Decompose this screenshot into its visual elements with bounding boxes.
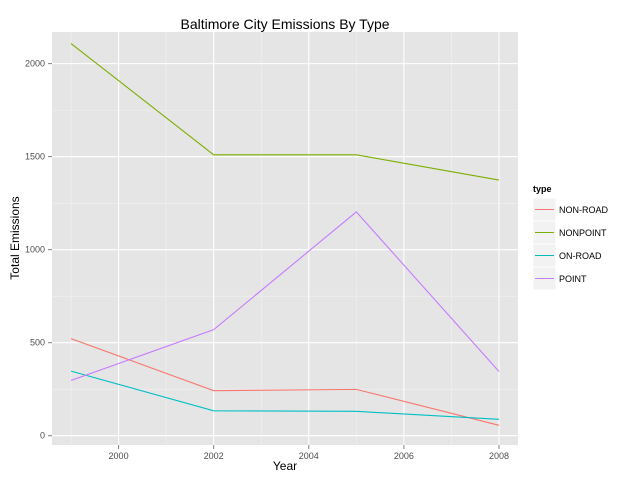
series-lines bbox=[70, 43, 500, 426]
y-tick-label: 2000 bbox=[25, 59, 45, 69]
x-tick-label: 2006 bbox=[394, 451, 414, 461]
x-axis: 2000 2002 2004 2006 2008 bbox=[109, 445, 509, 461]
x-axis-title: Year bbox=[273, 459, 297, 473]
minor-gridlines bbox=[52, 32, 518, 445]
y-tick-label: 1000 bbox=[25, 245, 45, 255]
legend-label-point: POINT bbox=[559, 274, 587, 284]
series-line-on-road bbox=[70, 370, 500, 420]
y-axis: 0 500 1000 1500 2000 bbox=[25, 59, 52, 441]
legend-label-on-road: ON-ROAD bbox=[559, 251, 602, 261]
series-line-nonpoint bbox=[70, 43, 500, 181]
major-gridlines bbox=[52, 32, 518, 445]
legend-label-non-road: NON-ROAD bbox=[559, 205, 608, 215]
y-tick-label: 1500 bbox=[25, 152, 45, 162]
y-axis-title: Total Emissions bbox=[8, 196, 22, 279]
x-tick-label: 2000 bbox=[109, 451, 129, 461]
series-line-non-road bbox=[70, 338, 500, 426]
x-tick-label: 2008 bbox=[489, 451, 509, 461]
legend-title: type bbox=[533, 184, 552, 194]
x-tick-label: 2004 bbox=[299, 451, 319, 461]
y-tick-label: 500 bbox=[30, 338, 45, 348]
plot-panel bbox=[52, 32, 518, 445]
legend: type NON-ROAD NONPOINT ON-ROAD POINT bbox=[532, 184, 608, 291]
chart-title: Baltimore City Emissions By Type bbox=[180, 16, 389, 32]
series-line-point bbox=[70, 211, 500, 381]
x-tick-label: 2002 bbox=[204, 451, 224, 461]
legend-label-nonpoint: NONPOINT bbox=[559, 228, 607, 238]
y-tick-label: 0 bbox=[40, 431, 45, 441]
